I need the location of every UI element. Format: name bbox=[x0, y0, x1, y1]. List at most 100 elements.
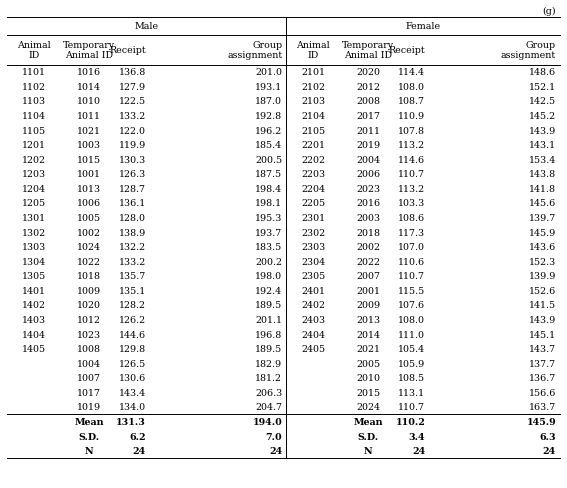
Text: 145.9: 145.9 bbox=[526, 417, 556, 426]
Text: 105.4: 105.4 bbox=[398, 345, 425, 353]
Text: 201.1: 201.1 bbox=[255, 315, 282, 325]
Text: 198.4: 198.4 bbox=[255, 184, 282, 193]
Text: 2103: 2103 bbox=[301, 97, 325, 106]
Text: 1204: 1204 bbox=[22, 184, 46, 193]
Text: 113.2: 113.2 bbox=[398, 141, 425, 150]
Text: 110.7: 110.7 bbox=[398, 403, 425, 412]
Text: 139.7: 139.7 bbox=[529, 214, 556, 223]
Text: 24: 24 bbox=[133, 447, 146, 455]
Text: 1021: 1021 bbox=[77, 126, 101, 135]
Text: 1102: 1102 bbox=[22, 82, 46, 92]
Text: 163.7: 163.7 bbox=[529, 403, 556, 412]
Text: 2002: 2002 bbox=[356, 243, 380, 252]
Text: 105.9: 105.9 bbox=[398, 359, 425, 368]
Text: 136.8: 136.8 bbox=[119, 68, 146, 77]
Text: 1009: 1009 bbox=[77, 286, 101, 295]
Text: 1003: 1003 bbox=[77, 141, 101, 150]
Text: 134.0: 134.0 bbox=[119, 403, 146, 412]
Text: 122.5: 122.5 bbox=[119, 97, 146, 106]
Text: 143.6: 143.6 bbox=[529, 243, 556, 252]
Text: 1403: 1403 bbox=[22, 315, 46, 325]
Text: 126.5: 126.5 bbox=[119, 359, 146, 368]
Text: 2401: 2401 bbox=[301, 286, 325, 295]
Text: 204.7: 204.7 bbox=[255, 403, 282, 412]
Text: 1011: 1011 bbox=[77, 112, 101, 121]
Text: 1020: 1020 bbox=[77, 301, 101, 310]
Text: 152.6: 152.6 bbox=[529, 286, 556, 295]
Text: 182.9: 182.9 bbox=[255, 359, 282, 368]
Text: 2019: 2019 bbox=[356, 141, 380, 150]
Text: 107.0: 107.0 bbox=[398, 243, 425, 252]
Text: 2010: 2010 bbox=[356, 374, 380, 383]
Text: 110.2: 110.2 bbox=[395, 417, 425, 426]
Text: 24: 24 bbox=[269, 447, 282, 455]
Text: 2205: 2205 bbox=[301, 199, 325, 208]
Text: 2403: 2403 bbox=[301, 315, 325, 325]
Text: 1201: 1201 bbox=[22, 141, 46, 150]
Text: 1002: 1002 bbox=[77, 228, 101, 237]
Text: Animal
ID: Animal ID bbox=[297, 41, 330, 60]
Text: 137.7: 137.7 bbox=[529, 359, 556, 368]
Text: 1014: 1014 bbox=[77, 82, 101, 92]
Text: 129.8: 129.8 bbox=[119, 345, 146, 353]
Text: 141.8: 141.8 bbox=[529, 184, 556, 193]
Text: 128.2: 128.2 bbox=[119, 301, 146, 310]
Text: 152.3: 152.3 bbox=[529, 257, 556, 266]
Text: 24: 24 bbox=[412, 447, 425, 455]
Text: 1024: 1024 bbox=[77, 243, 101, 252]
Text: 1016: 1016 bbox=[77, 68, 101, 77]
Text: 181.2: 181.2 bbox=[255, 374, 282, 383]
Text: 2018: 2018 bbox=[356, 228, 380, 237]
Text: 130.6: 130.6 bbox=[119, 374, 146, 383]
Text: 2101: 2101 bbox=[301, 68, 325, 77]
Text: 1018: 1018 bbox=[77, 272, 101, 281]
Text: Group
assignment: Group assignment bbox=[501, 41, 556, 60]
Text: 1105: 1105 bbox=[22, 126, 46, 135]
Text: 2015: 2015 bbox=[356, 388, 380, 397]
Text: 2301: 2301 bbox=[301, 214, 325, 223]
Text: 2023: 2023 bbox=[356, 184, 380, 193]
Text: 192.4: 192.4 bbox=[255, 286, 282, 295]
Text: 200.5: 200.5 bbox=[255, 155, 282, 164]
Text: 128.0: 128.0 bbox=[119, 214, 146, 223]
Text: 1103: 1103 bbox=[22, 97, 46, 106]
Text: 194.0: 194.0 bbox=[252, 417, 282, 426]
Text: 1013: 1013 bbox=[77, 184, 101, 193]
Text: 132.2: 132.2 bbox=[119, 243, 146, 252]
Text: 103.3: 103.3 bbox=[398, 199, 425, 208]
Text: 24: 24 bbox=[543, 447, 556, 455]
Text: 2102: 2102 bbox=[301, 82, 325, 92]
Text: 2303: 2303 bbox=[301, 243, 325, 252]
Text: 1405: 1405 bbox=[22, 345, 46, 353]
Text: 141.5: 141.5 bbox=[529, 301, 556, 310]
Text: 1205: 1205 bbox=[22, 199, 46, 208]
Text: 1017: 1017 bbox=[77, 388, 101, 397]
Text: 195.3: 195.3 bbox=[255, 214, 282, 223]
Text: 110.9: 110.9 bbox=[398, 112, 425, 121]
Text: 156.6: 156.6 bbox=[528, 388, 556, 397]
Text: 200.2: 200.2 bbox=[255, 257, 282, 266]
Text: 2021: 2021 bbox=[356, 345, 380, 353]
Text: 2302: 2302 bbox=[301, 228, 325, 237]
Text: 133.2: 133.2 bbox=[119, 112, 146, 121]
Text: 122.0: 122.0 bbox=[119, 126, 146, 135]
Text: 127.9: 127.9 bbox=[119, 82, 146, 92]
Text: 152.1: 152.1 bbox=[529, 82, 556, 92]
Text: 1019: 1019 bbox=[77, 403, 101, 412]
Text: 1202: 1202 bbox=[22, 155, 46, 164]
Text: 1001: 1001 bbox=[77, 170, 101, 179]
Text: 2012: 2012 bbox=[356, 82, 380, 92]
Text: 192.8: 192.8 bbox=[255, 112, 282, 121]
Text: 126.3: 126.3 bbox=[119, 170, 146, 179]
Text: 128.7: 128.7 bbox=[119, 184, 146, 193]
Text: 135.7: 135.7 bbox=[119, 272, 146, 281]
Text: 143.7: 143.7 bbox=[529, 345, 556, 353]
Text: 110.7: 110.7 bbox=[398, 170, 425, 179]
Text: 139.9: 139.9 bbox=[528, 272, 556, 281]
Text: 1015: 1015 bbox=[77, 155, 101, 164]
Text: 119.9: 119.9 bbox=[119, 141, 146, 150]
Text: 2405: 2405 bbox=[301, 345, 325, 353]
Text: 1006: 1006 bbox=[77, 199, 101, 208]
Text: 153.4: 153.4 bbox=[529, 155, 556, 164]
Text: 1022: 1022 bbox=[77, 257, 101, 266]
